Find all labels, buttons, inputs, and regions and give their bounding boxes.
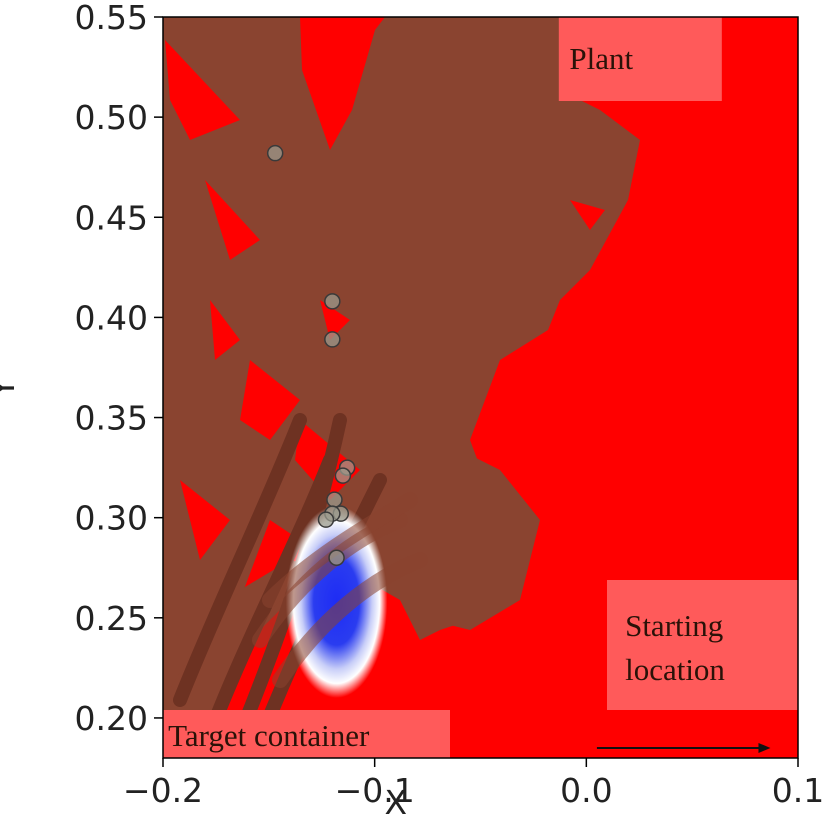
starting-location-label-line1: Starting (625, 608, 723, 643)
scatter-point (266, 144, 284, 162)
plant-leaf-mass (163, 17, 640, 740)
plant-gap-7 (320, 300, 350, 340)
y-axis-label: Y (0, 377, 22, 399)
x-tick-label: 0.0 (560, 771, 612, 810)
trajectory-points (266, 144, 356, 566)
plant-stem-3 (173, 413, 307, 707)
plant-overlay-stem-2 (272, 552, 428, 688)
starting-location-label-box (607, 580, 798, 710)
scatter-point (334, 467, 352, 484)
plant-overlay-stem-1 (262, 492, 418, 608)
plant-gap-0 (165, 40, 240, 140)
y-tick-label: 0.55 (75, 0, 148, 37)
x-axis: −0.2 −0.1 0.0 0.1 (123, 758, 824, 810)
plant-label: Plant (569, 41, 633, 76)
x-tick-label: −0.2 (123, 771, 203, 810)
plant-gap-6 (620, 230, 640, 265)
starting-location-label-line2: location (625, 652, 725, 687)
scatter-point (317, 511, 335, 528)
plant-image (163, 17, 640, 758)
y-tick-label: 0.30 (75, 499, 148, 538)
scatter-point (324, 293, 341, 310)
target-container-label-box (163, 710, 450, 758)
plant-overlay (252, 492, 428, 688)
y-axis: 0.20 0.25 0.30 0.35 0.40 0.45 0.50 0.55 (75, 0, 163, 738)
plant-gap-8 (210, 300, 240, 360)
y-tick-label: 0.50 (75, 98, 148, 137)
plant-overlay-stem-0 (252, 512, 408, 648)
plant-gap-2 (240, 360, 300, 440)
y-tick-label: 0.40 (75, 298, 148, 337)
x-axis-label: X (385, 783, 408, 817)
plant-label-box (558, 17, 722, 101)
y-tick-label: 0.35 (75, 399, 148, 438)
y-tick-label: 0.25 (75, 599, 148, 638)
scatter-point (326, 491, 343, 508)
y-tick-label: 0.45 (75, 198, 148, 237)
plant-gap-1 (205, 180, 260, 260)
plant-gap-4 (180, 480, 230, 560)
plant-gap-5 (570, 200, 605, 230)
x-tick-label: −0.1 (335, 771, 415, 810)
starting-location-label: Starting location (625, 608, 731, 687)
y-tick-label: 0.20 (75, 699, 148, 738)
arrow-head (758, 742, 771, 753)
plant-right-leaf (400, 430, 540, 630)
x-tick-label: 0.1 (772, 771, 824, 810)
plot-frame (162, 16, 799, 759)
target-container-label: Target container (168, 718, 370, 753)
scatter-point (324, 331, 341, 348)
scatter-point (328, 549, 345, 566)
